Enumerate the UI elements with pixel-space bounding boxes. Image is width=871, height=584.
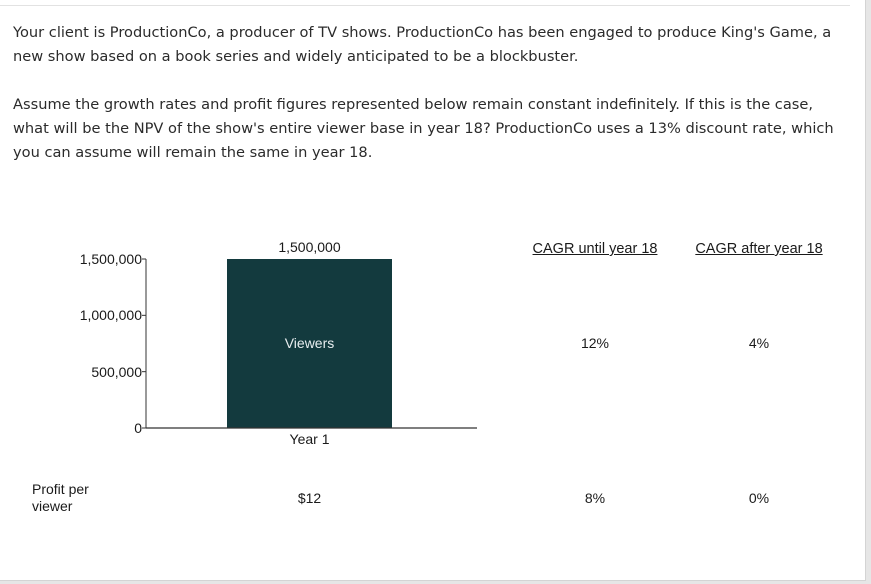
column-header-cagr-until-18: CAGR until year 18 <box>532 241 658 257</box>
bar-series-label: Viewers <box>284 335 335 351</box>
divider <box>0 5 850 6</box>
profit-per-viewer-label: Profit per viewer <box>32 481 89 514</box>
y-tick-label: 1,000,000 <box>79 307 142 323</box>
viewers-cagr-after-18: 4% <box>748 335 770 351</box>
y-tick-label: 1,500,000 <box>79 251 142 267</box>
viewers-cagr-until-18: 12% <box>580 335 610 351</box>
question-paragraph-prompt: Assume the growth rates and profit figur… <box>13 96 834 161</box>
x-category-label: Year 1 <box>289 431 330 447</box>
question-paragraph-context: Your client is ProductionCo, a producer … <box>13 24 832 65</box>
column-header-cagr-after-18: CAGR after year 18 <box>695 241 823 257</box>
y-tick-label: 0 <box>134 420 142 436</box>
profit-year1-value: $12 <box>297 490 322 506</box>
y-tick-label: 500,000 <box>91 364 142 380</box>
profit-cagr-until-18: 8% <box>584 490 606 506</box>
bar-value-label: 1,500,000 <box>278 239 341 255</box>
bar-year1 <box>227 259 392 428</box>
profit-cagr-after-18: 0% <box>748 490 770 506</box>
